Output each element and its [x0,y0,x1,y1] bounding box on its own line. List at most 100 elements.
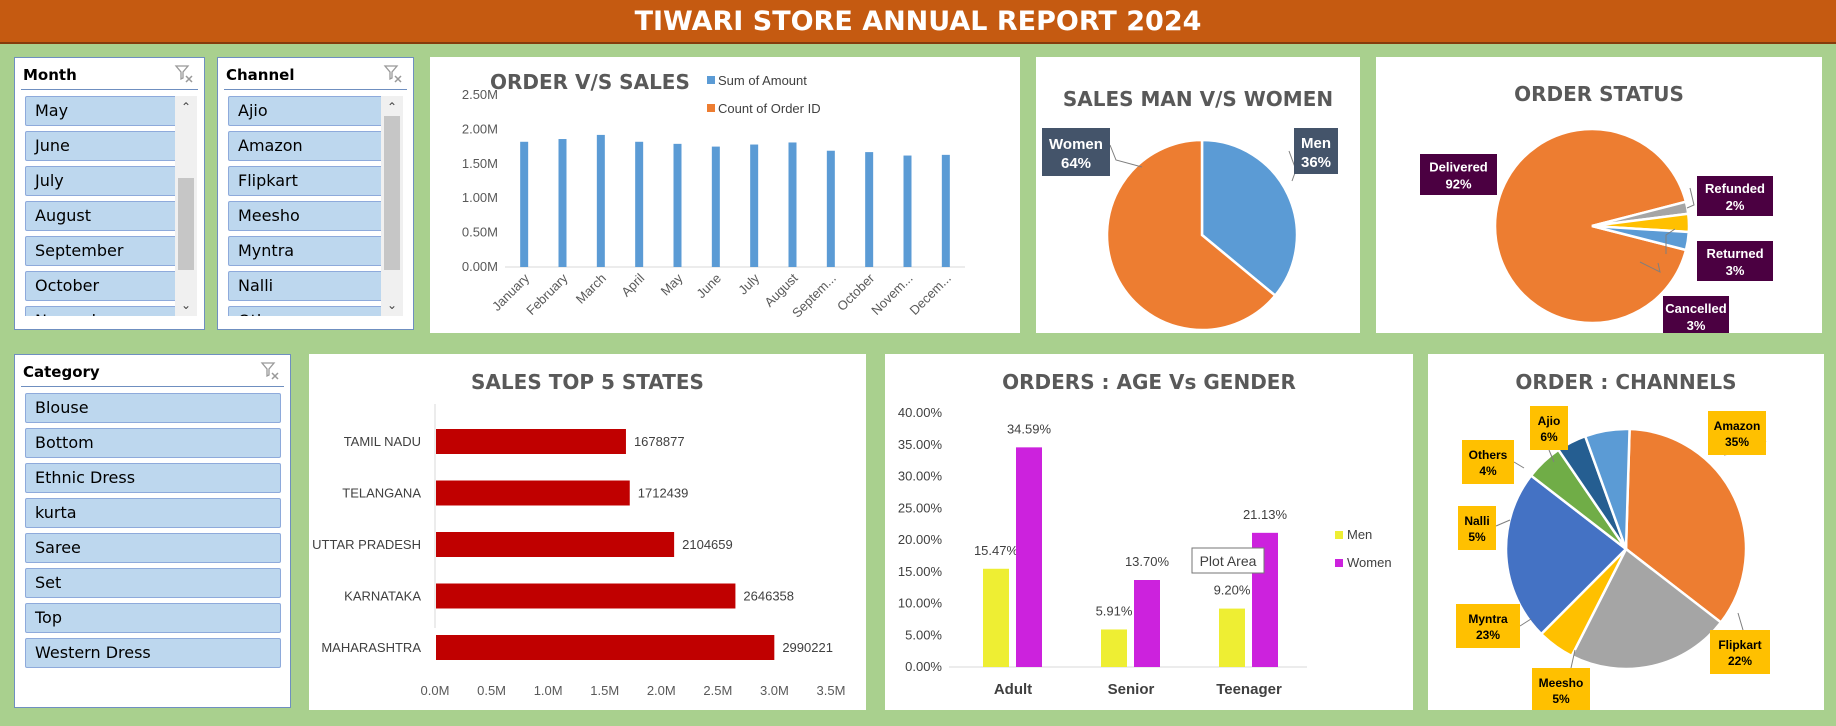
channels-chart: Amazon 35% Flipkart 22% Meesho 5% Myntra 23% Nal… [1456,406,1770,710]
slicer-item-kurta[interactable]: kurta [25,498,281,528]
bar-sum-amount [558,139,567,267]
slicer-item-flipkart[interactable]: Flipkart [228,166,388,196]
x-tick-label: 1.0M [534,683,563,698]
slicer-item-nalli[interactable]: Nalli [228,271,388,301]
data-label-value: 23% [1476,628,1500,642]
data-label-value: 5% [1552,692,1570,706]
chevron-down-icon[interactable]: ⌄ [386,298,398,312]
data-label-value: 22% [1728,654,1752,668]
legend-label: Count of Order ID [718,101,821,116]
bar-state [436,429,626,454]
y-tick-label: 2.50M [462,87,498,102]
slicer-item-top[interactable]: Top [25,603,281,633]
bar-sum-amount [788,142,797,267]
x-tick-label: Novem... [868,271,915,318]
slicer-item-myntra[interactable]: Myntra [228,236,388,266]
x-tick-label: 1.5M [590,683,619,698]
slicer-item-meesho[interactable]: Meesho [228,201,388,231]
slicer-item-saree[interactable]: Saree [25,533,281,563]
data-label-name: Others [1469,448,1508,462]
chevron-down-icon[interactable]: ⌄ [180,298,192,312]
x-tick-label: May [658,270,686,298]
pie-slice-ajio [1583,427,1631,550]
x-tick-label: 0.0M [421,683,450,698]
chart-title: ORDER : CHANNELS [1515,370,1737,394]
legend-swatch [707,104,715,112]
y-tick-label: 5.00% [905,627,942,642]
month-slicer-header: Month [21,58,198,90]
clear-filter-icon[interactable] [383,64,403,84]
slicer-item-august[interactable]: August [25,201,180,231]
x-tick-label: 2.5M [703,683,732,698]
x-tick-label: Teenager [1216,681,1282,698]
leader-line [1686,187,1695,209]
channel-scrollbar[interactable]: ⌃ ⌄ [381,96,403,316]
x-tick-label: April [618,270,647,299]
month-slicer: Month May June July August September October N… [14,57,205,330]
clear-filter-icon[interactable] [174,64,194,84]
data-label-name: Cancelled [1665,301,1726,316]
chart-title: ORDER STATUS [1514,82,1684,106]
data-label-box [1663,296,1729,333]
slicer-item-amazon[interactable]: Amazon [228,131,388,161]
month-scrollbar[interactable]: ⌃ ⌄ [175,96,197,316]
slicer-item-blouse[interactable]: Blouse [25,393,281,423]
data-label: 1712439 [638,486,689,501]
bar-state [436,583,736,609]
slicer-item-june[interactable]: June [25,131,180,161]
channel-slicer-header: Channel [224,58,407,90]
y-tick-label: TELANGANA [342,486,421,501]
bar-sum-amount [826,150,835,267]
bar-state [436,532,675,557]
bar-state [436,480,630,506]
order-vs-sales-chart: 0.00M0.50M1.00M1.50M2.00M2.50MJanuaryFeb… [462,73,965,320]
pie-slice-cancelled [1591,224,1691,252]
data-label-name: Ajio [1538,414,1561,428]
legend-swatch [1335,531,1343,539]
month-scroll-thumb[interactable] [178,178,194,270]
channel-scroll-thumb[interactable] [384,116,400,270]
leader-line [1519,618,1532,627]
data-label-box [1294,128,1338,174]
slicer-item-may[interactable]: May [25,96,180,126]
y-tick-label: 40.00% [898,405,943,420]
tooltip-box [1191,547,1265,574]
age-gender-card: ORDERS : AGE Vs GENDER 0.00% 5.00% 10.00% 1… [885,354,1413,710]
pie-slice-amazon [1624,427,1748,625]
slicer-item-july[interactable]: July [25,166,180,196]
pie-slice-men [1200,138,1299,298]
pie-slice-delivered [1493,127,1688,325]
bar-sum-amount [635,141,644,267]
slicer-item-others[interactable]: Others [228,306,388,316]
bar-women [1016,447,1042,667]
category-slicer-list: Blouse Bottom Ethnic Dress kurta Saree Set Top… [25,393,281,693]
slicer-item-bottom[interactable]: Bottom [25,428,281,458]
legend-label: Sum of Amount [718,73,807,88]
data-label-value: 6% [1540,430,1558,444]
data-label-name: Delivered [1429,160,1488,175]
slicer-item-set[interactable]: Set [25,568,281,598]
bar-sum-amount [711,146,720,267]
x-tick-label: June [693,271,724,302]
data-label: 15.47% [974,543,1019,558]
chart-title: SALES TOP 5 STATES [471,370,704,394]
slicer-item-october[interactable]: October [25,271,180,301]
leader-line [1665,228,1676,254]
clear-filter-icon[interactable] [260,361,280,381]
slicer-item-september[interactable]: September [25,236,180,266]
data-label: 21.13% [1243,507,1288,522]
leader-line [1495,519,1511,527]
slicer-item-ajio[interactable]: Ajio [228,96,388,126]
y-tick-label: TAMIL NADU [344,434,421,449]
chart-title: SALES MAN V/S WOMEN [1062,87,1334,111]
slicer-item-ethnic-dress[interactable]: Ethnic Dress [25,463,281,493]
chevron-up-icon[interactable]: ⌃ [386,100,398,114]
y-tick-label: UTTAR PRADESH [312,537,421,552]
slicer-item-western-dress[interactable]: Western Dress [25,638,281,668]
slicer-item-november[interactable]: November [25,306,180,316]
data-label-box [1710,630,1770,674]
x-tick-label: Decem... [907,271,954,318]
x-tick-label: Senior [1108,681,1155,698]
bar-men [1101,629,1127,667]
chevron-up-icon[interactable]: ⌃ [180,100,192,114]
